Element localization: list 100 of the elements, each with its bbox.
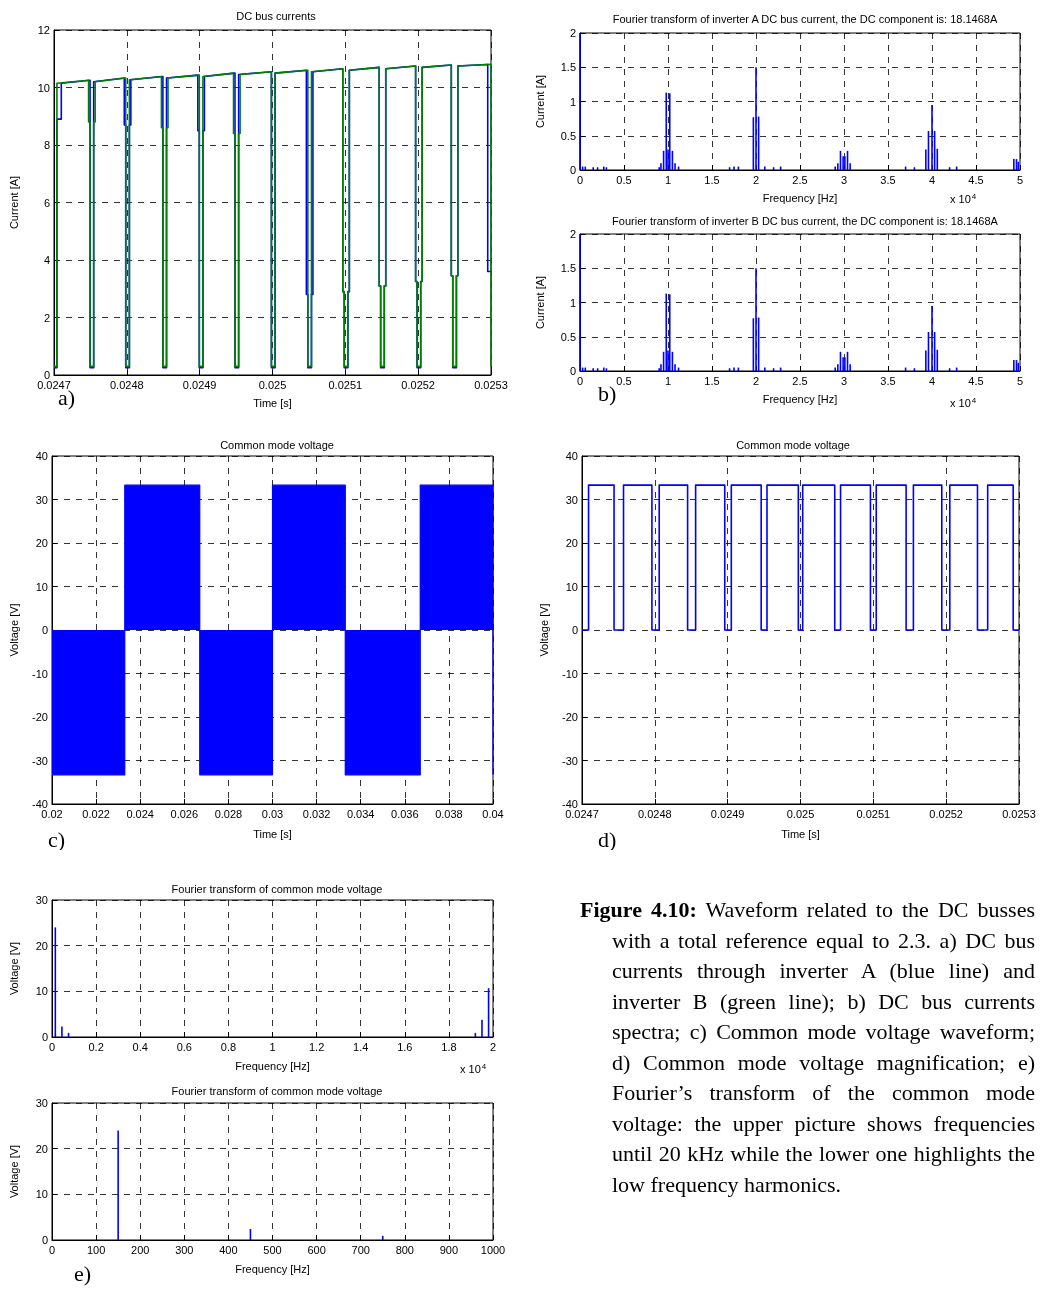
chart-title: Fourier transform of common mode voltage xyxy=(171,882,383,895)
x-tick-label: 0.024 xyxy=(126,807,154,820)
y-tick-label: 1.5 xyxy=(560,262,576,275)
y-tick-label: -30 xyxy=(562,754,578,767)
x-tick-label: 0.0249 xyxy=(182,378,217,391)
x-axis-title: Frequency [Hz] xyxy=(235,1059,310,1072)
x-tick-label: 0.0251 xyxy=(856,807,891,820)
x-tick-label: 4.5 xyxy=(968,374,984,387)
x-tick-label: 0.0251 xyxy=(328,378,363,391)
x-tick-label: 0.04 xyxy=(482,807,504,820)
y-tick-label: 8 xyxy=(43,139,50,151)
chart-title: Common mode voltage xyxy=(736,438,850,451)
x-tick-label: 0.022 xyxy=(82,807,110,820)
x-tick-label: 0.2 xyxy=(88,1040,104,1053)
x-tick-label: 900 xyxy=(439,1243,459,1256)
y-axis-title: Voltage [V] xyxy=(7,941,20,996)
y-axis-title: Voltage [V] xyxy=(7,603,20,657)
y-tick-label: 0 xyxy=(571,624,578,636)
y-tick-label: 0 xyxy=(41,1031,48,1043)
x-axis-title: Time [s] xyxy=(253,396,292,409)
x-tick-label: 0.5 xyxy=(616,374,632,387)
y-tick-label: 10 xyxy=(35,580,48,593)
x-tick-label: 0.0253 xyxy=(1002,807,1036,820)
x-tick-label: 2.5 xyxy=(792,374,808,387)
x-tick-label: 3.5 xyxy=(880,173,896,186)
y-tick-label: 30 xyxy=(35,493,48,506)
chart-title: DC bus currents xyxy=(236,9,317,22)
y-tick-label: 30 xyxy=(35,894,48,906)
y-tick-label: 10 xyxy=(35,985,48,998)
x-axis-title: Frequency [Hz] xyxy=(762,191,838,204)
x-tick-label: 1.8 xyxy=(441,1040,457,1053)
x-tick-label: 0.4 xyxy=(132,1040,148,1053)
x-axis-title: Frequency [Hz] xyxy=(762,392,838,405)
x-tick-label: 1 xyxy=(269,1040,276,1053)
x-tick-label: 1.4 xyxy=(353,1040,369,1053)
x-tick-label: 4 xyxy=(928,374,936,387)
x-tick-label: 2.5 xyxy=(792,173,808,186)
x-tick-label: 0.0247 xyxy=(37,378,71,391)
y-tick-label: -40 xyxy=(562,798,578,810)
x-tick-label: 1.6 xyxy=(397,1040,413,1053)
y-tick-label: -30 xyxy=(32,754,48,767)
x-tick-label: 0.0248 xyxy=(638,807,672,820)
x-tick-label: 3.5 xyxy=(880,374,896,387)
x-tick-label: 0.0249 xyxy=(710,807,745,820)
x-tick-label: 300 xyxy=(175,1243,194,1256)
y-tick-label: 40 xyxy=(565,450,578,462)
y-tick-label: 1 xyxy=(569,95,576,108)
text: e) xyxy=(74,1260,92,1286)
y-tick-label: -20 xyxy=(562,711,578,723)
x-tick-label: 0.03 xyxy=(261,807,284,820)
y-tick-label: 20 xyxy=(35,939,48,952)
chart-title: Fourier transform of common mode voltage xyxy=(171,1084,383,1097)
y-tick-label: -10 xyxy=(562,667,578,680)
x-tick-label: 0.0247 xyxy=(565,807,599,820)
x-tick-label: 0.026 xyxy=(170,807,199,820)
x-tick-label: 0.0252 xyxy=(929,807,963,820)
y-axis-title: Current [A] xyxy=(533,74,546,129)
x-tick-label: 1 xyxy=(664,173,672,186)
x-tick-label: 4 xyxy=(928,173,936,186)
x-tick-label: 4.5 xyxy=(968,173,984,186)
text: Figure 4.10: Waveform related to the DC busses with a total reference equal to 2.3. a) DC bus currents through inverter A (blue line) and inverter B (green line); b) DC bus currents spectra; c) Common mode voltage waveform; d) Common mode voltage magnification; e) Fourier’s transform of the common mode voltage: the upper picture shows frequencies until 20 kHz while the lower one highlights the low frequency harmonics. xyxy=(580,897,1036,1197)
x-tick-label: 0.5 xyxy=(616,173,632,186)
x-tick-label: 2 xyxy=(752,374,760,387)
y-tick-label: 40 xyxy=(35,450,48,462)
x-tick-label: 5 xyxy=(1016,374,1024,387)
y-tick-label: 10 xyxy=(37,81,50,94)
y-tick-label: 10 xyxy=(35,1188,48,1201)
x-tick-label: 0.036 xyxy=(391,807,419,820)
x-tick-label: 0.02 xyxy=(41,807,63,820)
y-tick-label: 1.5 xyxy=(560,61,576,74)
y-tick-label: 6 xyxy=(43,196,50,209)
x-tick-label: 0.0252 xyxy=(401,378,435,391)
y-tick-label: 30 xyxy=(565,493,578,506)
y-tick-label: 2 xyxy=(43,311,50,324)
y-tick-label: 20 xyxy=(35,537,48,549)
text: b) xyxy=(598,380,617,406)
x-tick-label: 1.2 xyxy=(308,1040,325,1053)
x-tick-label: 800 xyxy=(395,1243,414,1256)
y-tick-label: 2 xyxy=(569,228,576,240)
chart-title: Fourier transform of inverter B DC bus current, the DC component is: 18.1468A xyxy=(612,214,999,227)
y-axis-title: Voltage [V] xyxy=(537,603,550,657)
x-tick-label: 3 xyxy=(840,374,848,387)
y-axis-title: Current [A] xyxy=(533,275,546,330)
x-tick-label: 0.025 xyxy=(258,378,287,391)
y-axis-title: Current [A] xyxy=(7,175,20,230)
x-tick-label: 200 xyxy=(131,1243,150,1256)
y-tick-label: 2 xyxy=(569,27,576,39)
x-axis-title: Frequency [Hz] xyxy=(235,1262,310,1275)
y-tick-label: -10 xyxy=(32,667,48,680)
x-tick-label: 1.5 xyxy=(704,374,720,387)
y-tick-label: 4 xyxy=(43,254,50,266)
x-tick-label: 700 xyxy=(351,1243,370,1256)
y-tick-label: 30 xyxy=(35,1097,48,1109)
y-tick-label: -40 xyxy=(32,798,48,810)
x-tick-label: 400 xyxy=(219,1243,238,1256)
chart-title: Fourier transform of inverter A DC bus current, the DC component is: 18.1468A xyxy=(612,12,998,25)
x-axis-title: Time [s] xyxy=(253,827,292,840)
y-tick-label: 20 xyxy=(565,537,578,549)
y-tick-label: -20 xyxy=(32,711,48,723)
x-axis-title: Time [s] xyxy=(781,827,820,840)
